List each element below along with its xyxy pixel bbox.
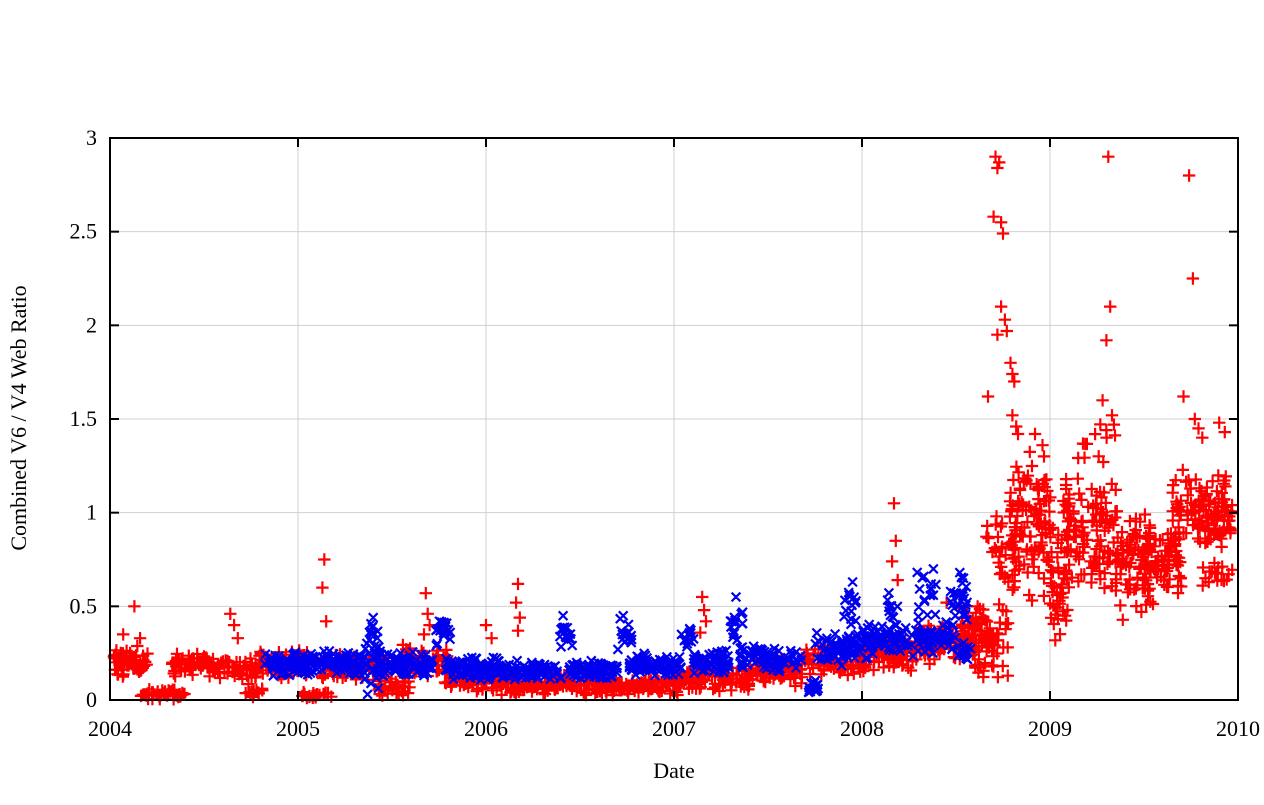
blue-cross-markers (259, 563, 976, 700)
y-tick-label: 1 (86, 500, 97, 525)
x-tick-label: 2007 (652, 716, 696, 741)
y-tick-label: 1.5 (70, 406, 98, 431)
x-tick-label: 2004 (88, 716, 132, 741)
x-axis-title: Date (653, 758, 695, 783)
y-tick-label: 0.5 (70, 593, 98, 618)
x-tick-label: 2009 (1028, 716, 1072, 741)
x-tick-label: 2006 (464, 716, 508, 741)
y-tick-label: 3 (86, 125, 97, 150)
y-tick-label: 2.5 (70, 219, 98, 244)
y-axis-title: Combined V6 / V4 Web Ratio (6, 285, 31, 551)
y-tick-label: 0 (86, 687, 97, 712)
gridlines (110, 138, 1238, 700)
y-tick-label: 2 (86, 312, 97, 337)
x-tick-label: 2005 (276, 716, 320, 741)
x-tick-label: 2010 (1216, 716, 1260, 741)
red-plus-markers (107, 150, 1239, 706)
x-tick-label: 2008 (840, 716, 884, 741)
tick-marks (109, 137, 1239, 701)
